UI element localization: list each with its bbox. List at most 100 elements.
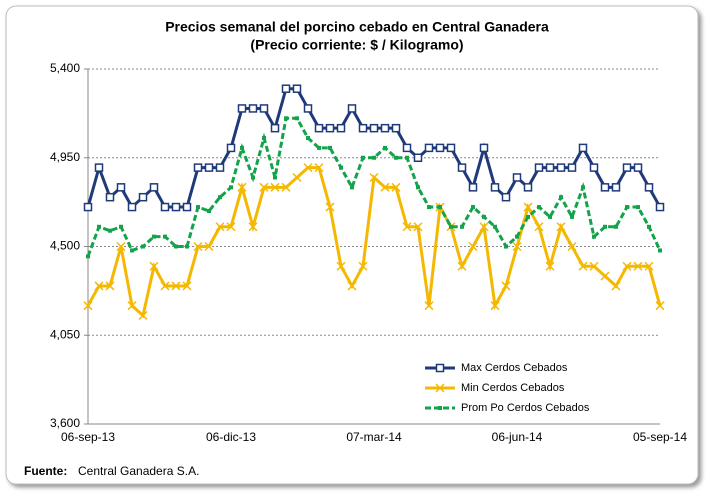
marker [592,234,596,239]
marker [460,224,464,229]
marker [127,301,137,311]
marker [270,123,280,133]
marker [380,182,390,192]
marker [251,175,255,180]
marker [391,182,401,192]
legend-marker [435,363,445,373]
marker [240,145,244,150]
marker [141,244,145,249]
marker [449,224,453,229]
marker [479,222,489,232]
marker [482,214,486,219]
marker [108,228,112,233]
marker [446,143,456,153]
marker [457,261,467,271]
marker [237,104,247,113]
marker [160,202,170,212]
marker [248,104,258,113]
marker [182,202,192,212]
marker [581,185,585,190]
x-tick-label: 06-jun-14 [492,430,543,444]
marker [614,224,618,229]
marker [193,163,203,172]
marker [611,281,621,291]
marker [262,136,266,141]
marker [105,281,115,291]
x-tick-label: 06-dic-13 [206,430,256,444]
marker [196,205,200,210]
marker [438,205,442,210]
chart-subtitle: (Precio corriente: $ / Kilogramo) [250,37,463,53]
marker [127,202,137,212]
marker [281,84,291,93]
marker [237,182,247,192]
legend-label: Prom Po Cerdos Cebados [461,402,590,414]
marker [138,310,148,321]
marker [149,183,159,192]
marker [306,136,310,141]
marker [292,84,302,93]
marker [622,163,632,172]
marker [457,163,467,172]
y-tick-label: 4,500 [50,239,80,253]
marker [427,205,431,210]
legend-label: Min Cerdos Cebados [461,382,565,394]
marker [226,143,236,153]
marker [284,116,288,121]
marker [603,224,607,229]
marker [116,183,126,192]
marker [545,261,555,271]
marker [567,241,577,252]
marker [160,281,170,291]
marker [490,301,500,311]
marker [229,185,233,190]
marker [416,185,420,190]
chart-frame [5,5,699,485]
marker [347,281,357,291]
marker [369,172,379,183]
marker [174,244,178,249]
marker [185,244,189,249]
x-tick-label: 07-mar-14 [346,430,402,444]
marker [119,224,123,229]
marker [94,281,104,291]
marker [97,224,101,229]
marker [578,143,588,153]
marker [523,183,533,192]
marker [358,261,368,271]
marker [303,163,313,173]
marker [171,281,181,291]
marker [501,192,511,202]
marker [380,123,390,133]
marker [193,241,203,252]
marker [578,261,588,271]
marker [317,145,321,150]
marker [405,155,409,160]
marker [130,248,134,253]
marker [479,143,489,153]
marker [435,143,445,153]
marker [361,155,365,160]
marker [314,163,324,173]
marker [182,281,192,291]
marker [504,244,508,249]
x-tick-label: 06-sep-13 [61,430,115,444]
marker [493,224,497,229]
marker [336,123,346,133]
marker [413,153,423,162]
marker [633,163,643,172]
marker [424,301,434,311]
marker [556,222,566,232]
marker [83,301,93,311]
marker [226,222,236,232]
marker [138,192,148,202]
marker [171,202,181,212]
legend-marker [435,383,445,393]
marker [358,123,368,133]
marker [512,241,522,252]
marker [633,261,643,271]
marker [526,214,530,219]
marker [325,123,335,133]
marker [625,205,629,210]
